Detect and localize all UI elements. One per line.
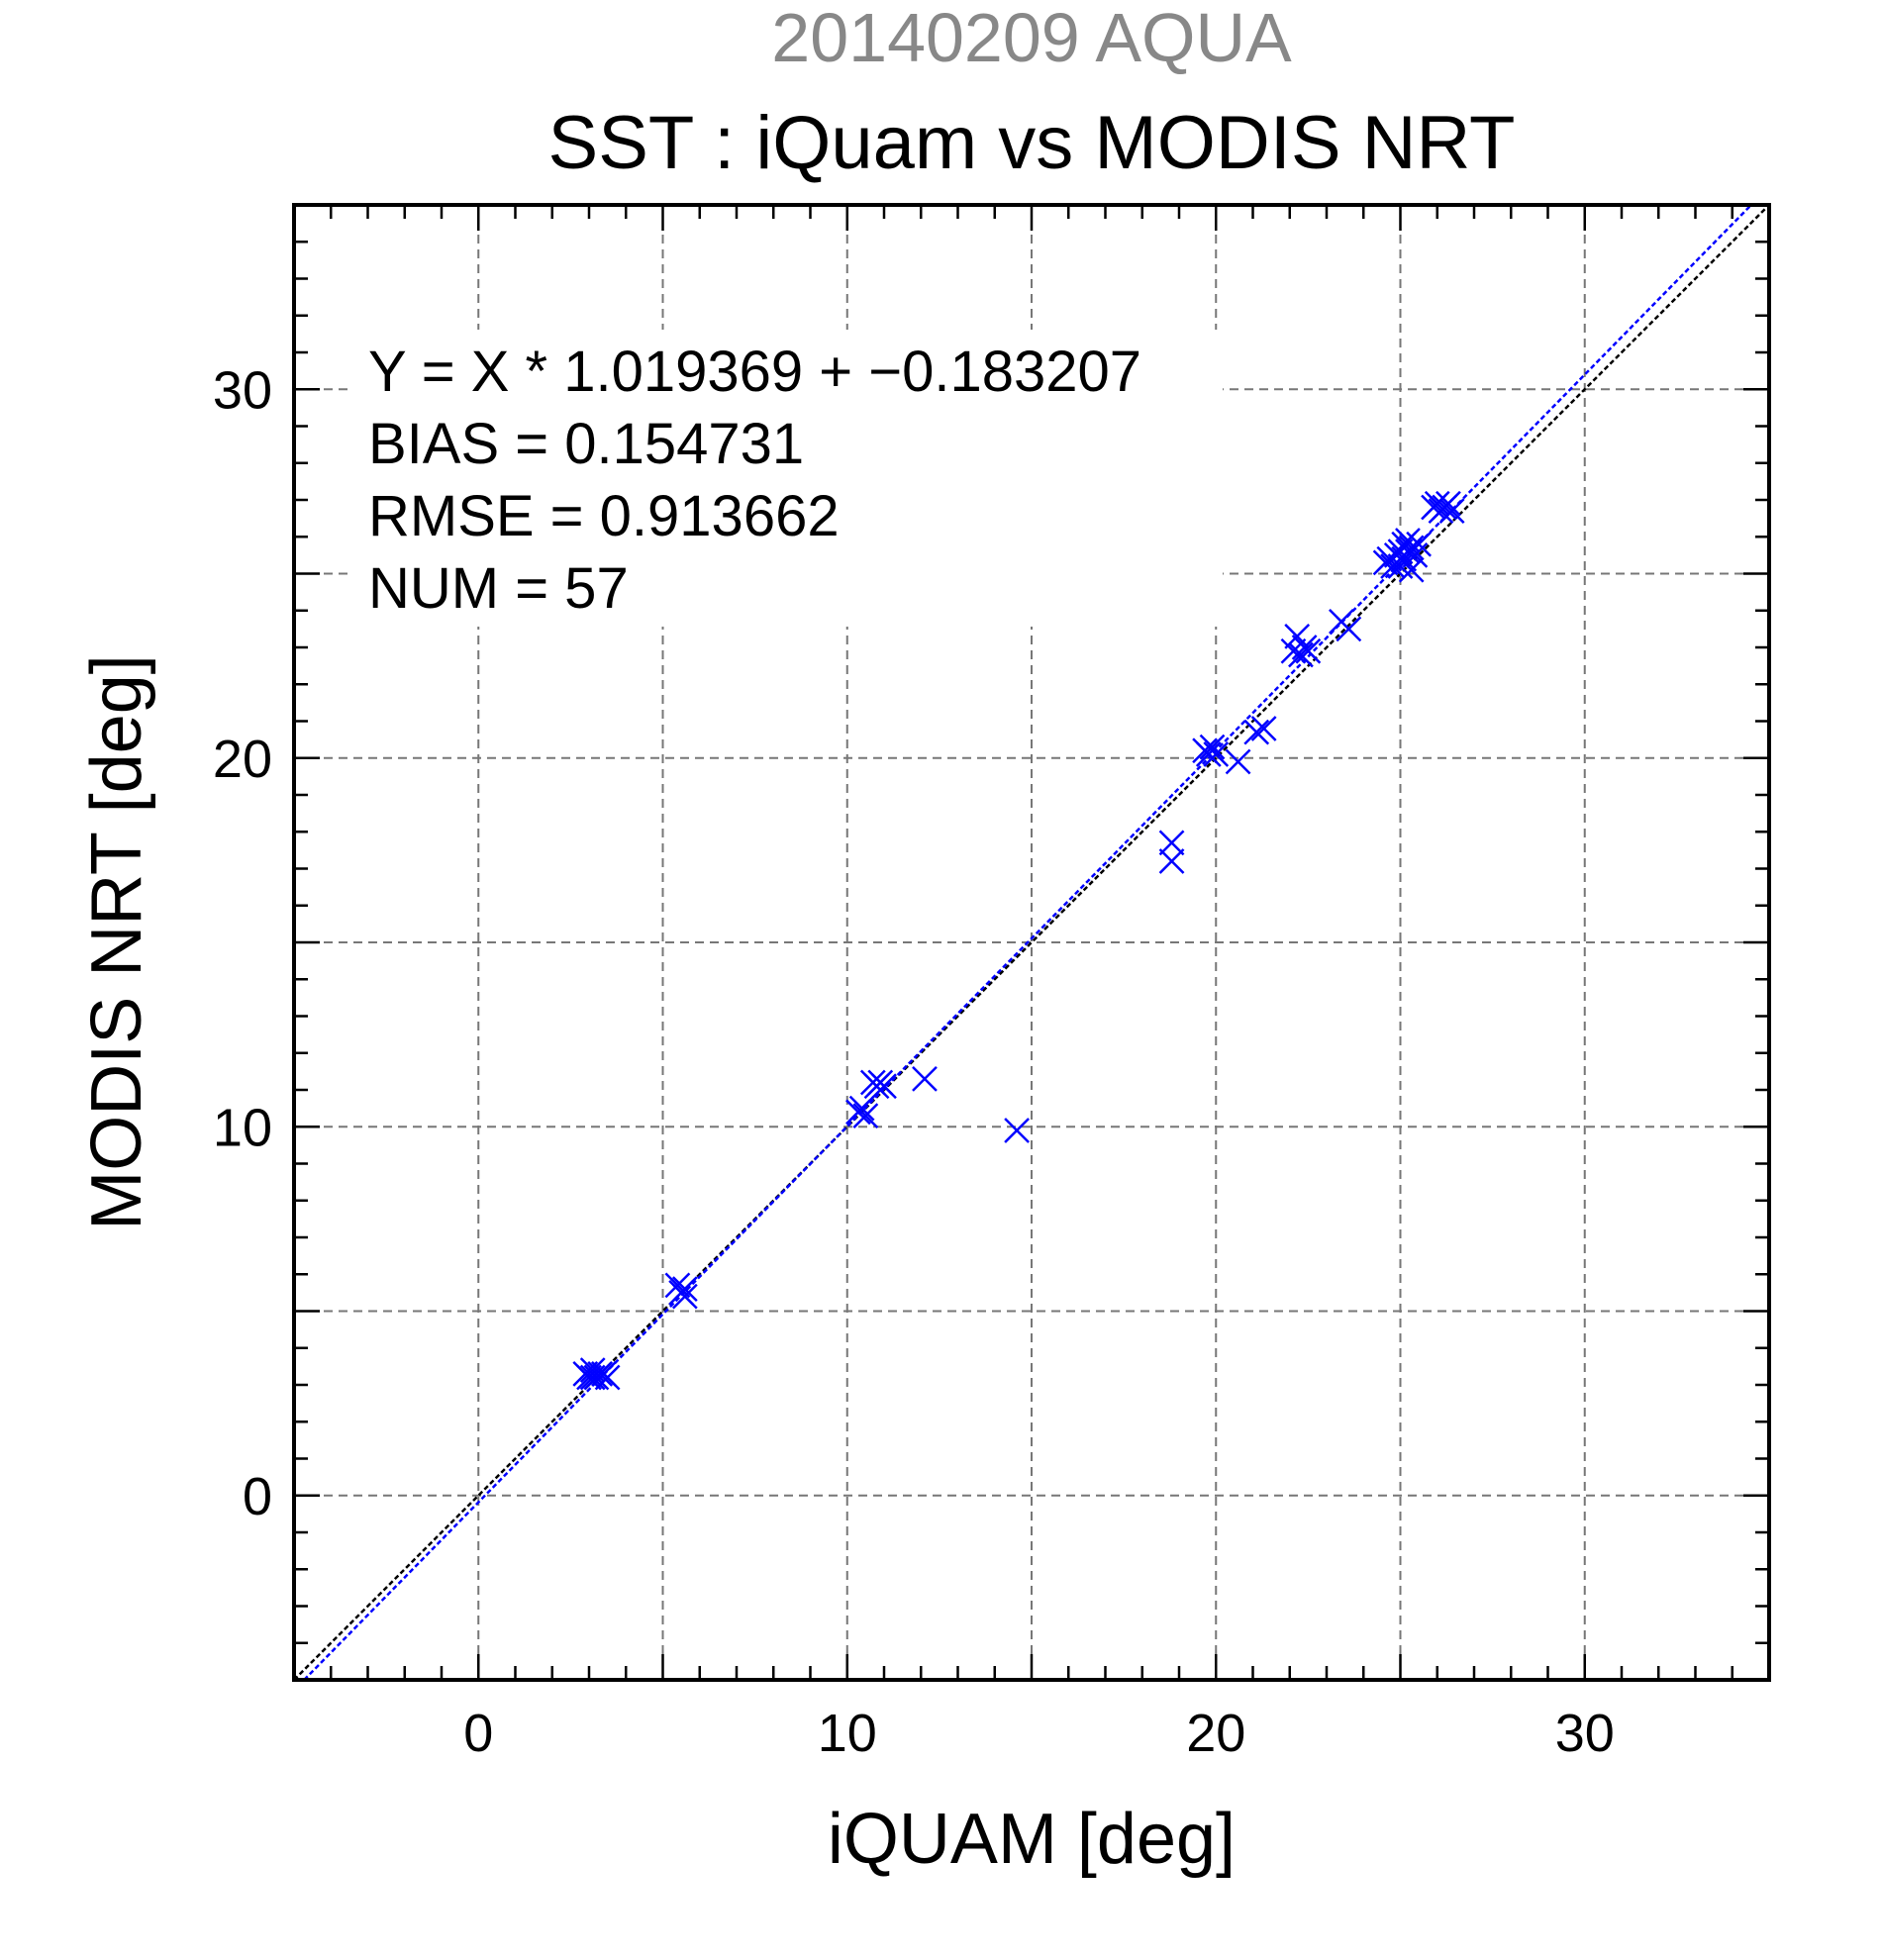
- data-point-stroke: [579, 1357, 606, 1383]
- data-point-stroke: [1250, 716, 1277, 741]
- chart-subtitle: 20140209 AQUA: [771, 0, 1292, 76]
- y-tick-label: 10: [213, 1098, 272, 1157]
- data-point: [1243, 719, 1270, 745]
- x-tick-label: 0: [463, 1704, 493, 1763]
- data-point-stroke: [1395, 528, 1421, 553]
- data-point: [664, 1272, 691, 1299]
- y-tick-label: 30: [213, 360, 272, 420]
- data-point: [587, 1360, 614, 1387]
- y-tick-label: 0: [243, 1467, 272, 1526]
- data-point-stroke: [912, 1065, 938, 1092]
- data-point: [671, 1283, 698, 1310]
- chart-title: SST : iQuam vs MODIS NRT: [548, 101, 1516, 185]
- data-point-stroke: [1243, 719, 1270, 745]
- data-points: [572, 490, 1465, 1391]
- regression-line: [303, 204, 1752, 1681]
- data-point-stroke: [1225, 748, 1251, 775]
- data-point: [1438, 498, 1465, 525]
- data-point-stroke: [664, 1272, 691, 1299]
- data-point-stroke: [671, 1283, 698, 1310]
- data-point: [1158, 848, 1185, 874]
- data-point-stroke: [848, 1095, 875, 1122]
- data-point: [1284, 623, 1311, 649]
- y-axis-label: MODIS NRT [deg]: [77, 654, 156, 1230]
- data-point: [871, 1073, 897, 1100]
- data-point-stroke: [1199, 734, 1226, 760]
- stats-bias: BIAS = 0.154731: [368, 412, 804, 476]
- data-point: [1424, 490, 1450, 517]
- data-point-stroke: [587, 1360, 614, 1387]
- identity-line: [293, 204, 1770, 1681]
- data-point: [671, 1276, 698, 1303]
- x-axis-label: iQUAM [deg]: [828, 1800, 1236, 1879]
- data-point-stroke: [1158, 848, 1185, 874]
- data-point: [1398, 556, 1425, 583]
- data-point: [1203, 741, 1230, 767]
- plot-frame: [292, 203, 1771, 1682]
- data-point: [1406, 531, 1433, 557]
- data-point-stroke: [1195, 741, 1222, 767]
- data-point-stroke: [871, 1073, 897, 1100]
- data-point-stroke: [1438, 498, 1465, 525]
- data-point: [1195, 741, 1222, 767]
- stats-rmse: RMSE = 0.913662: [368, 484, 840, 548]
- x-tick-label: 20: [1186, 1704, 1245, 1763]
- data-point-stroke: [1004, 1118, 1030, 1143]
- data-point-stroke: [1288, 641, 1314, 668]
- data-point: [579, 1364, 606, 1391]
- data-point: [1225, 748, 1251, 775]
- data-point: [1004, 1118, 1030, 1143]
- data-point: [1436, 490, 1461, 517]
- data-point: [1336, 616, 1362, 642]
- data-point-stroke: [1406, 531, 1433, 557]
- data-point: [1288, 641, 1314, 668]
- data-point: [1250, 716, 1277, 741]
- data-point-stroke: [579, 1364, 606, 1391]
- data-point-stroke: [1295, 637, 1322, 664]
- stats-count: NUM = 57: [368, 556, 629, 621]
- data-point: [1398, 535, 1425, 561]
- data-point: [848, 1095, 875, 1122]
- y-tick-label: 20: [213, 730, 272, 789]
- data-point: [1199, 734, 1226, 760]
- data-point: [1158, 830, 1185, 856]
- data-point-stroke: [1336, 616, 1362, 642]
- data-point-stroke: [1387, 553, 1414, 579]
- data-point-stroke: [671, 1276, 698, 1303]
- data-point-stroke: [1398, 535, 1425, 561]
- x-tick-label: 10: [818, 1704, 877, 1763]
- data-point: [1295, 637, 1322, 664]
- x-tick-label: 30: [1555, 1704, 1615, 1763]
- data-point-stroke: [1158, 830, 1185, 856]
- data-point-stroke: [1424, 490, 1450, 517]
- tick-labels: 0 10 20 30 0 10 20 30: [213, 360, 1615, 1763]
- regression-stats: Y = X * 1.019369 + −0.183207 BIAS = 0.15…: [351, 330, 1223, 627]
- data-point: [912, 1065, 938, 1092]
- stats-regression-equation: Y = X * 1.019369 + −0.183207: [368, 340, 1141, 404]
- stats-background: [351, 330, 1223, 627]
- axis-ticks: [292, 203, 1771, 1682]
- data-point-stroke: [1436, 490, 1461, 517]
- data-point-stroke: [1398, 556, 1425, 583]
- reference-lines: [293, 204, 1770, 1681]
- data-point-stroke: [852, 1103, 879, 1128]
- data-point: [852, 1103, 879, 1128]
- data-point-stroke: [1203, 741, 1230, 767]
